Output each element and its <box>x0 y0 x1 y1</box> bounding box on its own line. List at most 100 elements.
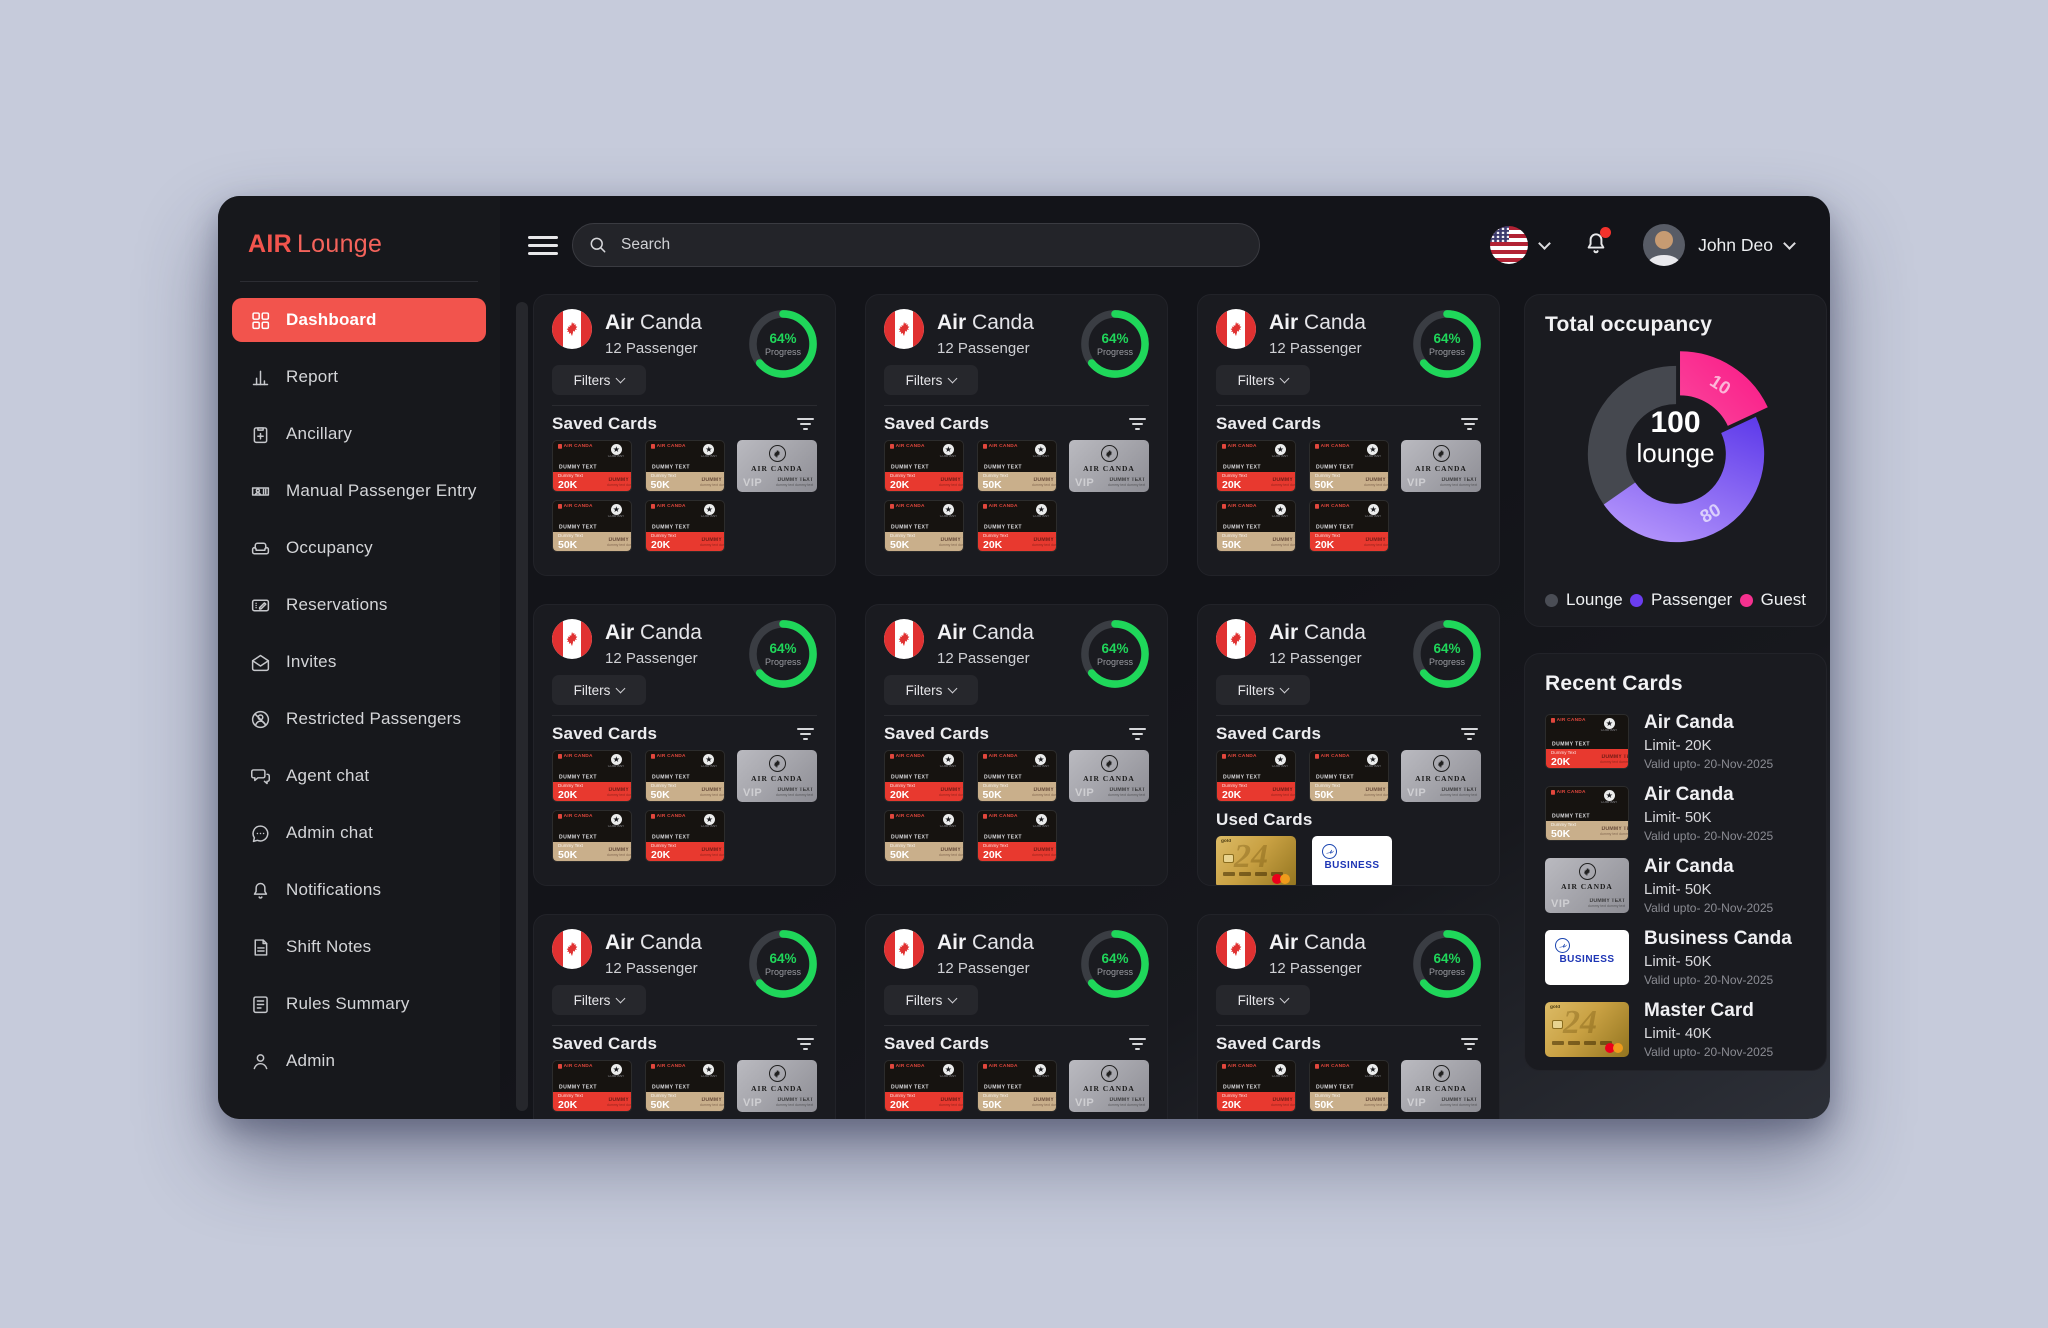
filters-button[interactable]: Filters <box>552 985 646 1015</box>
sidebar-item-invites[interactable]: Invites <box>232 640 486 684</box>
vip-card-thumbnail[interactable]: AIR CANDA VIP DUMMY TEXT dummy text dummy… <box>737 440 817 492</box>
filters-button[interactable]: Filters <box>884 365 978 395</box>
company-star-logo: ★ COMPANY <box>700 444 718 459</box>
saved-card-thumbnail[interactable]: AIR CANDA ★ COMPANY DUMMY TEXT Dummy Text 5… <box>1216 500 1296 552</box>
saved-card-thumbnail[interactable]: AIR CANDA ★ COMPANY DUMMY TEXT Dummy Text 2… <box>1216 440 1296 492</box>
vip-card-thumbnail[interactable]: AIR CANDA VIP DUMMY TEXT dummy text dummy… <box>1401 750 1481 802</box>
saved-card-thumbnail[interactable]: AIR CANDA ★ COMPANY DUMMY TEXT Dummy Text 5… <box>644 440 725 492</box>
sidebar-item-rules-summary[interactable]: Rules Summary <box>232 982 486 1026</box>
us-flag-icon[interactable] <box>1490 226 1529 264</box>
filter-funnel-icon[interactable] <box>1126 725 1149 743</box>
recent-card-item[interactable]: AIR CANDA VIP DUMMY TEXT dummy text dummy… <box>1545 856 1806 915</box>
air-canda-mini-brand: AIR CANDA <box>650 444 686 449</box>
filter-funnel-icon[interactable] <box>1126 415 1149 433</box>
sidebar-item-manual-passenger-entry[interactable]: Manual Passenger Entry <box>232 469 486 513</box>
scrollbar[interactable] <box>516 302 528 1111</box>
company-star-logo: ★ COMPANY <box>1364 1064 1382 1079</box>
user-chevron-down-icon[interactable] <box>1783 236 1796 250</box>
filters-button[interactable]: Filters <box>884 985 978 1015</box>
sidebar-item-notifications[interactable]: Notifications <box>232 868 486 912</box>
user-avatar[interactable] <box>1643 224 1686 266</box>
filters-button[interactable]: Filters <box>552 365 646 395</box>
sidebar-item-admin[interactable]: Admin <box>232 1039 486 1083</box>
search-input[interactable] <box>572 223 1260 267</box>
saved-card-thumbnail[interactable]: AIR CANDA ★ COMPANY DUMMY TEXT Dummy Text 5… <box>552 810 632 862</box>
filters-button[interactable]: Filters <box>1216 985 1310 1015</box>
vip-watermark: VIP <box>1407 1097 1427 1109</box>
filter-funnel-icon[interactable] <box>1458 725 1481 743</box>
recent-card-item[interactable]: AIR CANDA ★ COMPANY DUMMY TEXT Dummy Text 5… <box>1545 784 1806 843</box>
gold-card-thumbnail[interactable]: gold 24 <box>1216 836 1296 885</box>
saved-card-thumbnail[interactable]: AIR CANDA ★ COMPANY DUMMY TEXT Dummy Text 5… <box>644 1060 725 1112</box>
saved-card-thumbnail[interactable]: AIR CANDA ★ COMPANY DUMMY TEXT Dummy Text 5… <box>1308 440 1389 492</box>
card-limit-badge: 50K <box>1314 1099 1334 1111</box>
saved-card-thumbnail[interactable]: AIR CANDA ★ COMPANY DUMMY TEXT Dummy Text 2… <box>1216 1060 1296 1112</box>
vip-card-thumbnail[interactable]: AIR CANDA VIP DUMMY TEXT dummy text dummy… <box>737 750 817 802</box>
saved-cards-row-2: AIR CANDA ★ COMPANY DUMMY TEXT Dummy Text 5… <box>884 810 1149 862</box>
saved-card-thumbnail[interactable]: AIR CANDA ★ COMPANY DUMMY TEXT Dummy Text 2… <box>884 440 964 492</box>
saved-card-thumbnail[interactable]: AIR CANDA ★ COMPANY DUMMY TEXT Dummy Text 2… <box>884 750 964 802</box>
saved-card-thumbnail[interactable]: AIR CANDA ★ COMPANY DUMMY TEXT Dummy Text 5… <box>976 440 1057 492</box>
vip-card-thumbnail[interactable]: AIR CANDA VIP DUMMY TEXT dummy text dummy… <box>1069 440 1149 492</box>
filter-funnel-icon[interactable] <box>1126 1035 1149 1053</box>
filter-funnel-icon[interactable] <box>794 1035 817 1053</box>
saved-card-thumbnail: AIR CANDA ★ COMPANY DUMMY TEXT Dummy Text 2… <box>1545 714 1629 769</box>
sidebar-item-restricted-passengers[interactable]: Restricted Passengers <box>232 697 486 741</box>
saved-card-thumbnail[interactable]: AIR CANDA ★ COMPANY DUMMY TEXT Dummy Text 5… <box>1308 1060 1389 1112</box>
language-chevron-down-icon[interactable] <box>1538 236 1551 250</box>
mini-flag-icon <box>558 754 562 759</box>
saved-card-thumbnail[interactable]: AIR CANDA ★ COMPANY DUMMY TEXT Dummy Text 5… <box>552 500 632 552</box>
filter-funnel-icon[interactable] <box>1458 1035 1481 1053</box>
sidebar-item-admin-chat[interactable]: Admin chat <box>232 811 486 855</box>
user-name[interactable]: John Deo <box>1698 234 1773 255</box>
saved-card-thumbnail[interactable]: AIR CANDA ★ COMPANY DUMMY TEXT Dummy Text 2… <box>1309 500 1389 552</box>
saved-card-thumbnail[interactable]: AIR CANDA ★ COMPANY DUMMY TEXT Dummy Text 2… <box>1216 750 1296 802</box>
sidebar-item-ancillary[interactable]: Ancillary <box>232 412 486 456</box>
business-card-thumbnail[interactable]: BUSINESS <box>1312 836 1392 885</box>
filter-funnel-icon[interactable] <box>1458 415 1481 433</box>
air-canda-mini-brand: AIR CANDA <box>1222 1064 1257 1069</box>
saved-card-thumbnail[interactable]: AIR CANDA ★ COMPANY DUMMY TEXT Dummy Text 2… <box>645 810 725 862</box>
vip-card-thumbnail[interactable]: AIR CANDA VIP DUMMY TEXT dummy text dummy… <box>737 1060 817 1112</box>
hamburger-menu-icon[interactable] <box>528 235 558 255</box>
filter-funnel-icon[interactable] <box>794 725 817 743</box>
vip-card-thumbnail[interactable]: AIR CANDA VIP DUMMY TEXT dummy text dummy… <box>1069 750 1149 802</box>
saved-cards-row-2: AIR CANDA ★ COMPANY DUMMY TEXT Dummy Text 5… <box>1216 500 1481 552</box>
sidebar-item-agent-chat[interactable]: Agent chat <box>232 754 486 798</box>
saved-card-thumbnail[interactable]: AIR CANDA ★ COMPANY DUMMY TEXT Dummy Text 5… <box>976 1060 1057 1112</box>
filters-button[interactable]: Filters <box>884 675 978 705</box>
saved-card-thumbnail[interactable]: AIR CANDA ★ COMPANY DUMMY TEXT Dummy Text 2… <box>552 1060 632 1112</box>
sidebar-item-report[interactable]: Report <box>232 355 486 399</box>
recent-card-item[interactable]: BUSINESS Business Canda Limit- 50K Valid… <box>1545 928 1806 987</box>
passenger-count: 12 Passenger <box>605 650 698 667</box>
sidebar-item-reservations[interactable]: Reservations <box>232 583 486 627</box>
filters-button[interactable]: Filters <box>1216 365 1310 395</box>
saved-card-thumbnail[interactable]: AIR CANDA ★ COMPANY DUMMY TEXT Dummy Text 5… <box>976 750 1057 802</box>
vip-card-thumbnail[interactable]: AIR CANDA VIP DUMMY TEXT dummy text dummy… <box>1069 1060 1149 1112</box>
saved-card-thumbnail[interactable]: AIR CANDA ★ COMPANY DUMMY TEXT Dummy Text 2… <box>645 500 725 552</box>
saved-card-thumbnail[interactable]: AIR CANDA ★ COMPANY DUMMY TEXT Dummy Text 5… <box>1308 750 1389 802</box>
sidebar-item-occupancy[interactable]: Occupancy <box>232 526 486 570</box>
saved-card-thumbnail[interactable]: AIR CANDA ★ COMPANY DUMMY TEXT Dummy Text 2… <box>977 810 1057 862</box>
card-divider <box>552 405 817 406</box>
vip-card-thumbnail[interactable]: AIR CANDA VIP DUMMY TEXT dummy text dummy… <box>1401 440 1481 492</box>
progress-ring: 64% Progress <box>1078 617 1152 691</box>
filters-button[interactable]: Filters <box>1216 675 1310 705</box>
recent-card-item[interactable]: gold 24 Master Card Limit- 40K Valid upto… <box>1545 1000 1806 1059</box>
saved-card-thumbnail[interactable]: AIR CANDA ★ COMPANY DUMMY TEXT Dummy Text 2… <box>977 500 1057 552</box>
saved-card-thumbnail[interactable]: AIR CANDA ★ COMPANY DUMMY TEXT Dummy Text 2… <box>552 750 632 802</box>
saved-card-thumbnail[interactable]: AIR CANDA ★ COMPANY DUMMY TEXT Dummy Text 2… <box>552 440 632 492</box>
saved-card-thumbnail[interactable]: AIR CANDA ★ COMPANY DUMMY TEXT Dummy Text 2… <box>884 1060 964 1112</box>
filter-funnel-icon[interactable] <box>794 415 817 433</box>
vip-watermark: VIP <box>1075 477 1095 489</box>
saved-card-thumbnail[interactable]: AIR CANDA ★ COMPANY DUMMY TEXT Dummy Text 5… <box>884 810 964 862</box>
saved-card-thumbnail[interactable]: AIR CANDA ★ COMPANY DUMMY TEXT Dummy Text 5… <box>884 500 964 552</box>
mini-flag-icon <box>982 1064 987 1069</box>
notifications-bell-icon[interactable] <box>1583 226 1612 261</box>
recent-card-item[interactable]: AIR CANDA ★ COMPANY DUMMY TEXT Dummy Text 2… <box>1545 712 1806 771</box>
sidebar-item-dashboard[interactable]: Dashboard <box>232 298 486 342</box>
filters-button[interactable]: Filters <box>552 675 646 705</box>
saved-card-thumbnail[interactable]: AIR CANDA ★ COMPANY DUMMY TEXT Dummy Text 5… <box>644 750 725 802</box>
vip-card-thumbnail[interactable]: AIR CANDA VIP DUMMY TEXT dummy text dummy… <box>1401 1060 1481 1112</box>
sidebar-item-shift-notes[interactable]: Shift Notes <box>232 925 486 969</box>
